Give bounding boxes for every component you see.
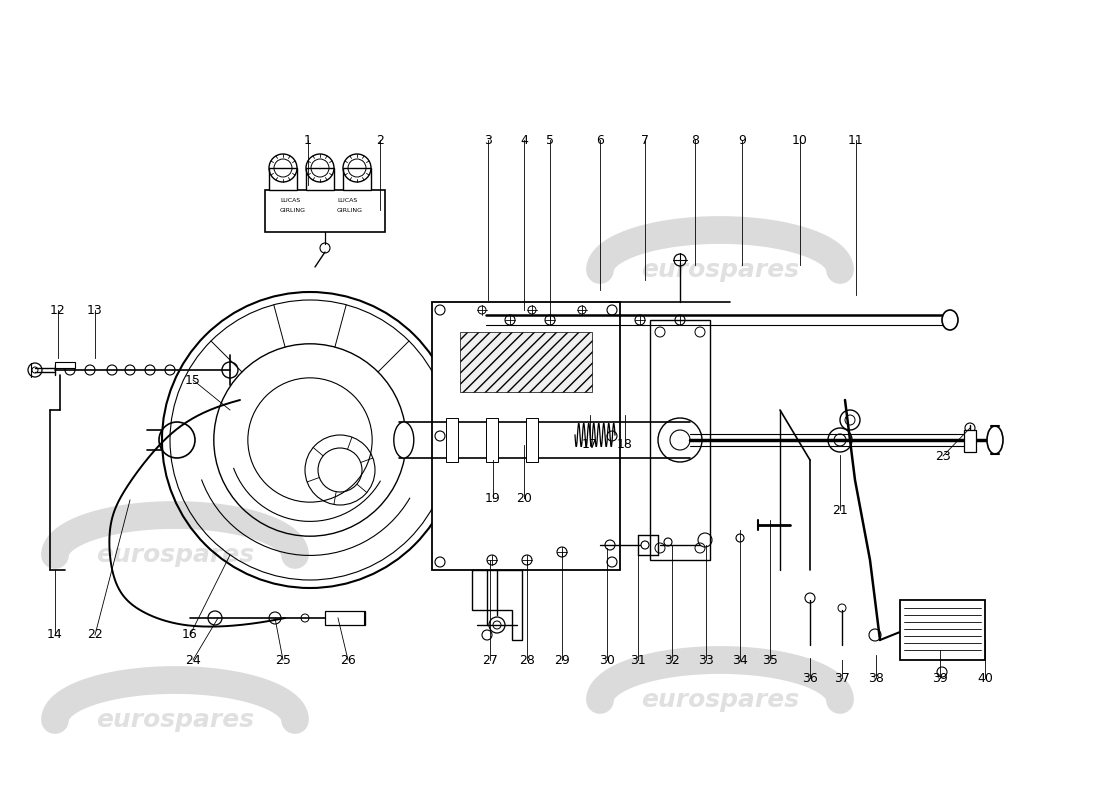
Text: 34: 34 xyxy=(733,654,748,666)
Text: LUCAS: LUCAS xyxy=(280,198,300,203)
Text: 37: 37 xyxy=(834,671,850,685)
Text: 32: 32 xyxy=(664,654,680,666)
Bar xyxy=(265,190,385,232)
Text: 9: 9 xyxy=(738,134,746,146)
Text: 28: 28 xyxy=(519,654,535,666)
Bar xyxy=(486,418,498,462)
Text: 1: 1 xyxy=(304,134,312,146)
Text: 20: 20 xyxy=(516,491,532,505)
Bar xyxy=(432,302,620,570)
Text: 3: 3 xyxy=(484,134,492,146)
Text: 21: 21 xyxy=(832,503,848,517)
Bar xyxy=(526,418,538,462)
Bar xyxy=(324,611,365,625)
Bar xyxy=(270,168,297,190)
Text: 17: 17 xyxy=(582,438,598,451)
Text: 30: 30 xyxy=(600,654,615,666)
Text: eurospares: eurospares xyxy=(96,543,254,567)
Bar xyxy=(650,320,710,560)
Text: 22: 22 xyxy=(87,629,103,642)
Text: 5: 5 xyxy=(546,134,554,146)
Text: 27: 27 xyxy=(482,654,498,666)
Text: 40: 40 xyxy=(977,671,993,685)
Text: 10: 10 xyxy=(792,134,807,146)
Bar xyxy=(55,362,75,368)
Text: 18: 18 xyxy=(617,438,632,451)
Bar xyxy=(964,430,976,452)
Text: 39: 39 xyxy=(932,671,948,685)
Text: 31: 31 xyxy=(630,654,646,666)
Text: 36: 36 xyxy=(802,671,818,685)
Text: 13: 13 xyxy=(87,303,103,317)
Text: 16: 16 xyxy=(183,629,198,642)
Bar xyxy=(343,168,371,190)
Text: 26: 26 xyxy=(340,654,356,666)
Ellipse shape xyxy=(987,426,1003,454)
Text: 2: 2 xyxy=(376,134,384,146)
Text: eurospares: eurospares xyxy=(641,688,799,712)
Text: 4: 4 xyxy=(520,134,528,146)
Text: 11: 11 xyxy=(848,134,864,146)
Text: eurospares: eurospares xyxy=(96,708,254,732)
Bar xyxy=(446,418,458,462)
Text: 8: 8 xyxy=(691,134,698,146)
PathPatch shape xyxy=(472,570,522,640)
Text: eurospares: eurospares xyxy=(641,258,799,282)
Text: 6: 6 xyxy=(596,134,604,146)
Bar xyxy=(900,600,984,660)
Text: 38: 38 xyxy=(868,671,884,685)
Text: 15: 15 xyxy=(185,374,201,386)
Ellipse shape xyxy=(394,422,414,458)
Bar xyxy=(306,168,334,190)
Text: 35: 35 xyxy=(762,654,778,666)
Text: LUCAS: LUCAS xyxy=(337,198,358,203)
Text: 33: 33 xyxy=(698,654,714,666)
Text: GIRLING: GIRLING xyxy=(280,208,306,213)
Text: 24: 24 xyxy=(185,654,201,666)
Text: 14: 14 xyxy=(47,629,63,642)
Text: 12: 12 xyxy=(51,303,66,317)
Bar xyxy=(460,332,592,392)
Text: 19: 19 xyxy=(485,491,501,505)
Text: 29: 29 xyxy=(554,654,570,666)
Text: 7: 7 xyxy=(641,134,649,146)
Text: 25: 25 xyxy=(275,654,290,666)
Text: 23: 23 xyxy=(935,450,950,462)
Text: GIRLING: GIRLING xyxy=(337,208,363,213)
Ellipse shape xyxy=(942,310,958,330)
